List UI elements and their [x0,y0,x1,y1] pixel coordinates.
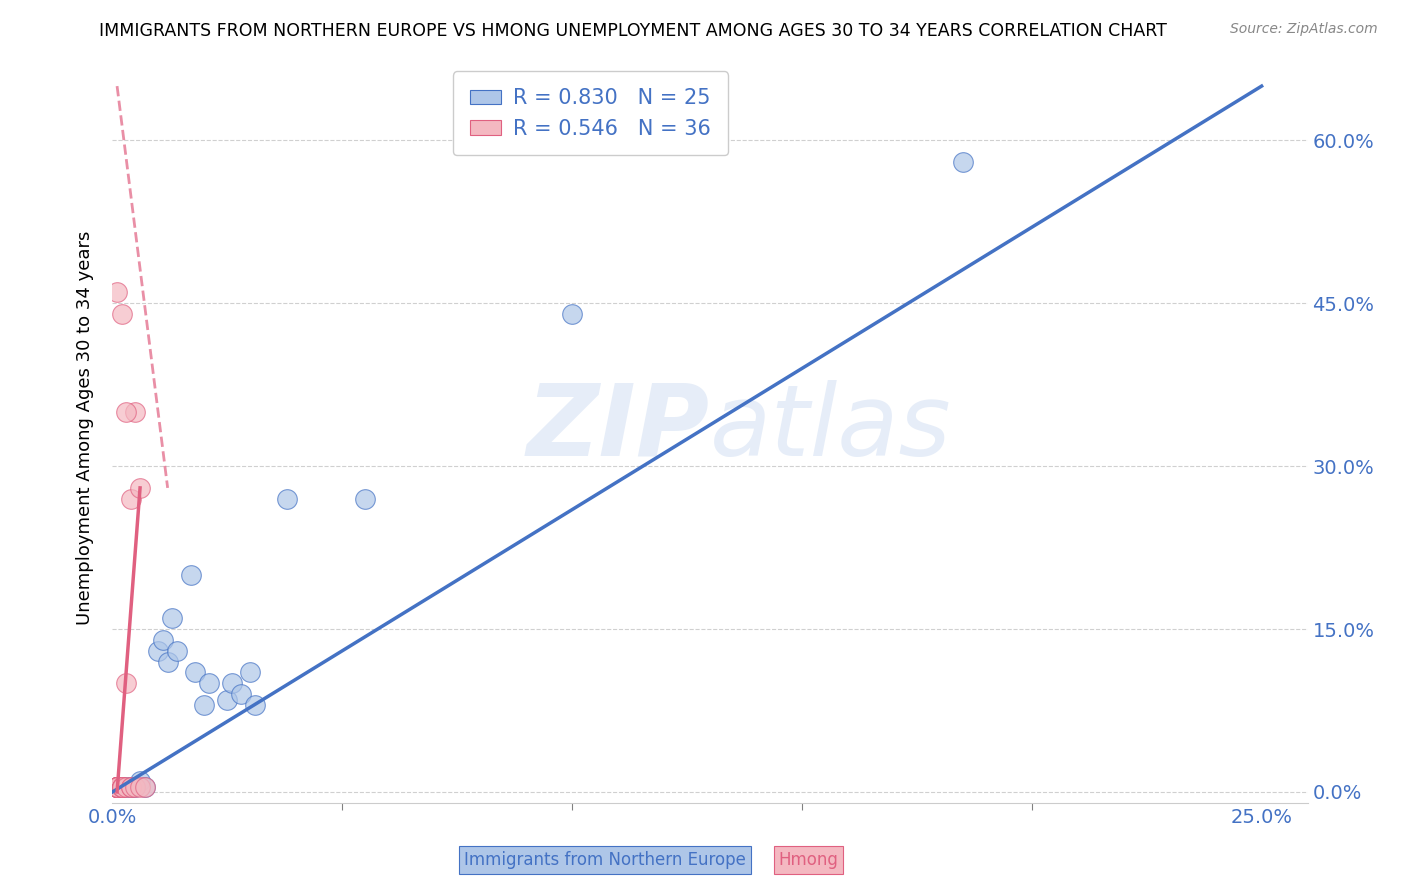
Point [120,780,142,794]
Point [115,676,138,690]
Point [166,644,188,658]
Point [105,285,128,300]
Point [120,780,142,794]
Text: Source: ZipAtlas.com: Source: ZipAtlas.com [1230,22,1378,37]
Point [239,665,262,680]
Point [231,687,253,701]
Point [105,780,128,794]
Point [156,655,179,669]
Point [111,780,134,794]
Point [105,780,128,794]
Point [180,567,202,582]
Point [111,780,134,794]
Point [561,307,583,321]
Text: ZIP: ZIP [527,380,710,476]
Point [105,780,128,794]
Point [105,780,128,794]
Legend: R = 0.830   N = 25, R = 0.546   N = 36: R = 0.830 N = 25, R = 0.546 N = 36 [453,71,728,155]
Point [111,780,134,794]
Point [105,780,128,794]
Point [134,780,156,794]
Point [105,780,128,794]
Point [115,780,138,794]
Point [105,780,128,794]
Point [120,491,142,506]
Point [111,780,134,794]
Point [111,307,134,321]
Point [129,780,152,794]
Point [105,780,128,794]
Point [120,780,142,794]
Point [276,491,298,506]
Point [105,780,128,794]
Point [134,780,156,794]
Y-axis label: Unemployment Among Ages 30 to 34 years: Unemployment Among Ages 30 to 34 years [76,231,94,625]
Point [354,491,377,506]
Point [152,632,174,647]
Point [124,780,146,794]
Point [129,481,152,495]
Point [111,780,134,794]
Point [105,780,128,794]
Point [148,644,170,658]
Point [184,665,207,680]
Point [105,780,128,794]
Point [198,676,221,690]
Point [105,780,128,794]
Text: atlas: atlas [710,380,952,476]
Point [952,155,974,169]
Point [115,405,138,419]
Text: Hmong: Hmong [779,851,838,869]
Point [105,780,128,794]
Text: Immigrants from Northern Europe: Immigrants from Northern Europe [464,851,745,869]
Point [129,774,152,789]
Point [105,780,128,794]
Text: IMMIGRANTS FROM NORTHERN EUROPE VS HMONG UNEMPLOYMENT AMONG AGES 30 TO 34 YEARS : IMMIGRANTS FROM NORTHERN EUROPE VS HMONG… [98,22,1167,40]
Point [105,780,128,794]
Point [217,692,239,706]
Point [243,698,266,712]
Point [162,611,183,625]
Point [105,780,128,794]
Point [221,676,243,690]
Point [105,780,128,794]
Point [124,780,146,794]
Point [105,780,128,794]
Point [193,698,215,712]
Point [124,405,146,419]
Point [105,780,128,794]
Point [111,780,134,794]
Point [115,780,138,794]
